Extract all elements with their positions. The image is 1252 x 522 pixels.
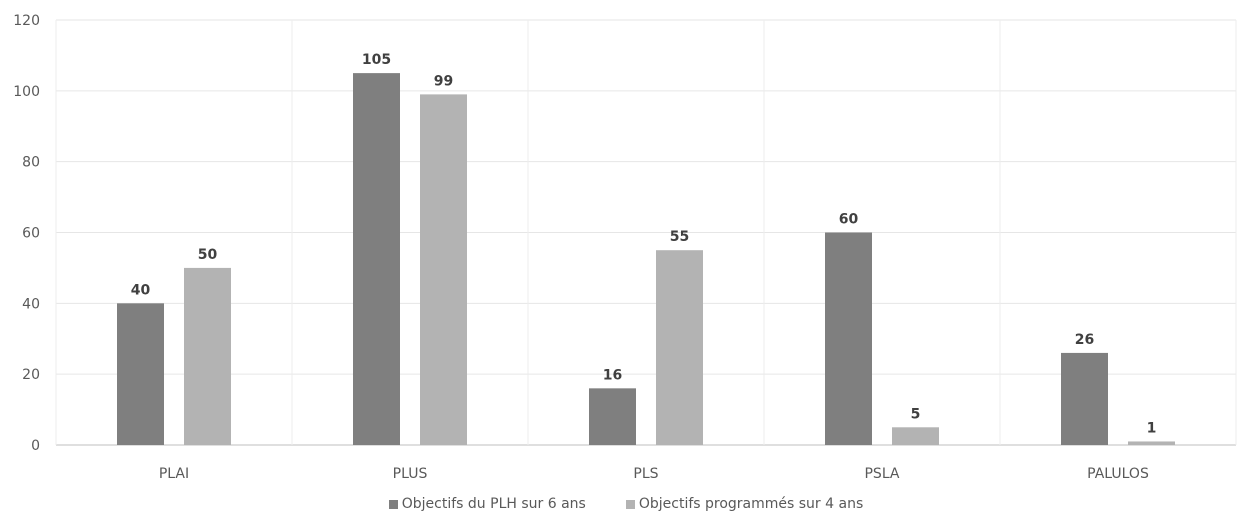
bar-psla-series-2 <box>892 427 939 445</box>
bar-pls-series-2 <box>656 250 703 445</box>
legend-swatch-series-2 <box>625 499 635 509</box>
legend-label-series-2: Objectifs programmés sur 4 ans <box>638 496 864 512</box>
y-tick-label: 100 <box>13 84 40 100</box>
data-label-plus-series-1: 105 <box>362 52 391 68</box>
y-tick-label: 120 <box>13 13 40 29</box>
legend: Objectifs du PLH sur 6 ans Objectifs pro… <box>0 496 1252 512</box>
bar-pls-series-1 <box>589 388 636 445</box>
bar-psla-series-1 <box>825 232 872 445</box>
bar-plus-series-1 <box>353 73 400 445</box>
data-label-pls-series-1: 16 <box>603 367 622 383</box>
bars <box>117 73 1175 445</box>
data-label-plus-series-2: 99 <box>434 73 453 89</box>
bar-plai-series-1 <box>117 303 164 445</box>
bar-palulos-series-2 <box>1128 441 1175 445</box>
legend-item-series-2: Objectifs programmés sur 4 ans <box>625 496 864 512</box>
x-category-label: PLAI <box>159 466 189 482</box>
x-category-label: PALULOS <box>1087 466 1149 482</box>
y-tick-label: 60 <box>22 226 40 242</box>
data-label-psla-series-1: 60 <box>839 212 859 228</box>
gridlines <box>55 19 1237 446</box>
x-category-label: PLS <box>633 466 658 482</box>
data-label-pls-series-2: 55 <box>670 229 689 245</box>
legend-swatch-series-1 <box>388 499 398 509</box>
bar-plus-series-2 <box>420 94 467 445</box>
y-tick-label: 80 <box>22 155 40 171</box>
data-label-psla-series-2: 5 <box>911 406 921 422</box>
y-axis: 0 20 40 60 80 100 120 <box>13 13 40 454</box>
data-label-plai-series-1: 40 <box>131 282 151 298</box>
legend-label-series-1: Objectifs du PLH sur 6 ans <box>401 496 586 512</box>
bar-plai-series-2 <box>184 267 231 445</box>
x-axis: PLAI PLUS PLS PSLA PALULOS <box>159 466 1149 482</box>
bar-palulos-series-1 <box>1061 352 1108 445</box>
data-label-palulos-series-2: 1 <box>1147 420 1157 436</box>
data-labels: 40 50 105 99 16 55 60 5 26 1 <box>131 52 1157 436</box>
legend-item-series-1: Objectifs du PLH sur 6 ans <box>388 496 586 512</box>
x-category-label: PSLA <box>864 466 899 482</box>
y-tick-label: 20 <box>22 367 40 383</box>
data-label-palulos-series-1: 26 <box>1075 332 1094 348</box>
y-tick-label: 0 <box>31 438 40 454</box>
x-category-label: PLUS <box>393 466 428 482</box>
data-label-plai-series-2: 50 <box>198 247 218 263</box>
y-tick-label: 40 <box>22 296 40 312</box>
